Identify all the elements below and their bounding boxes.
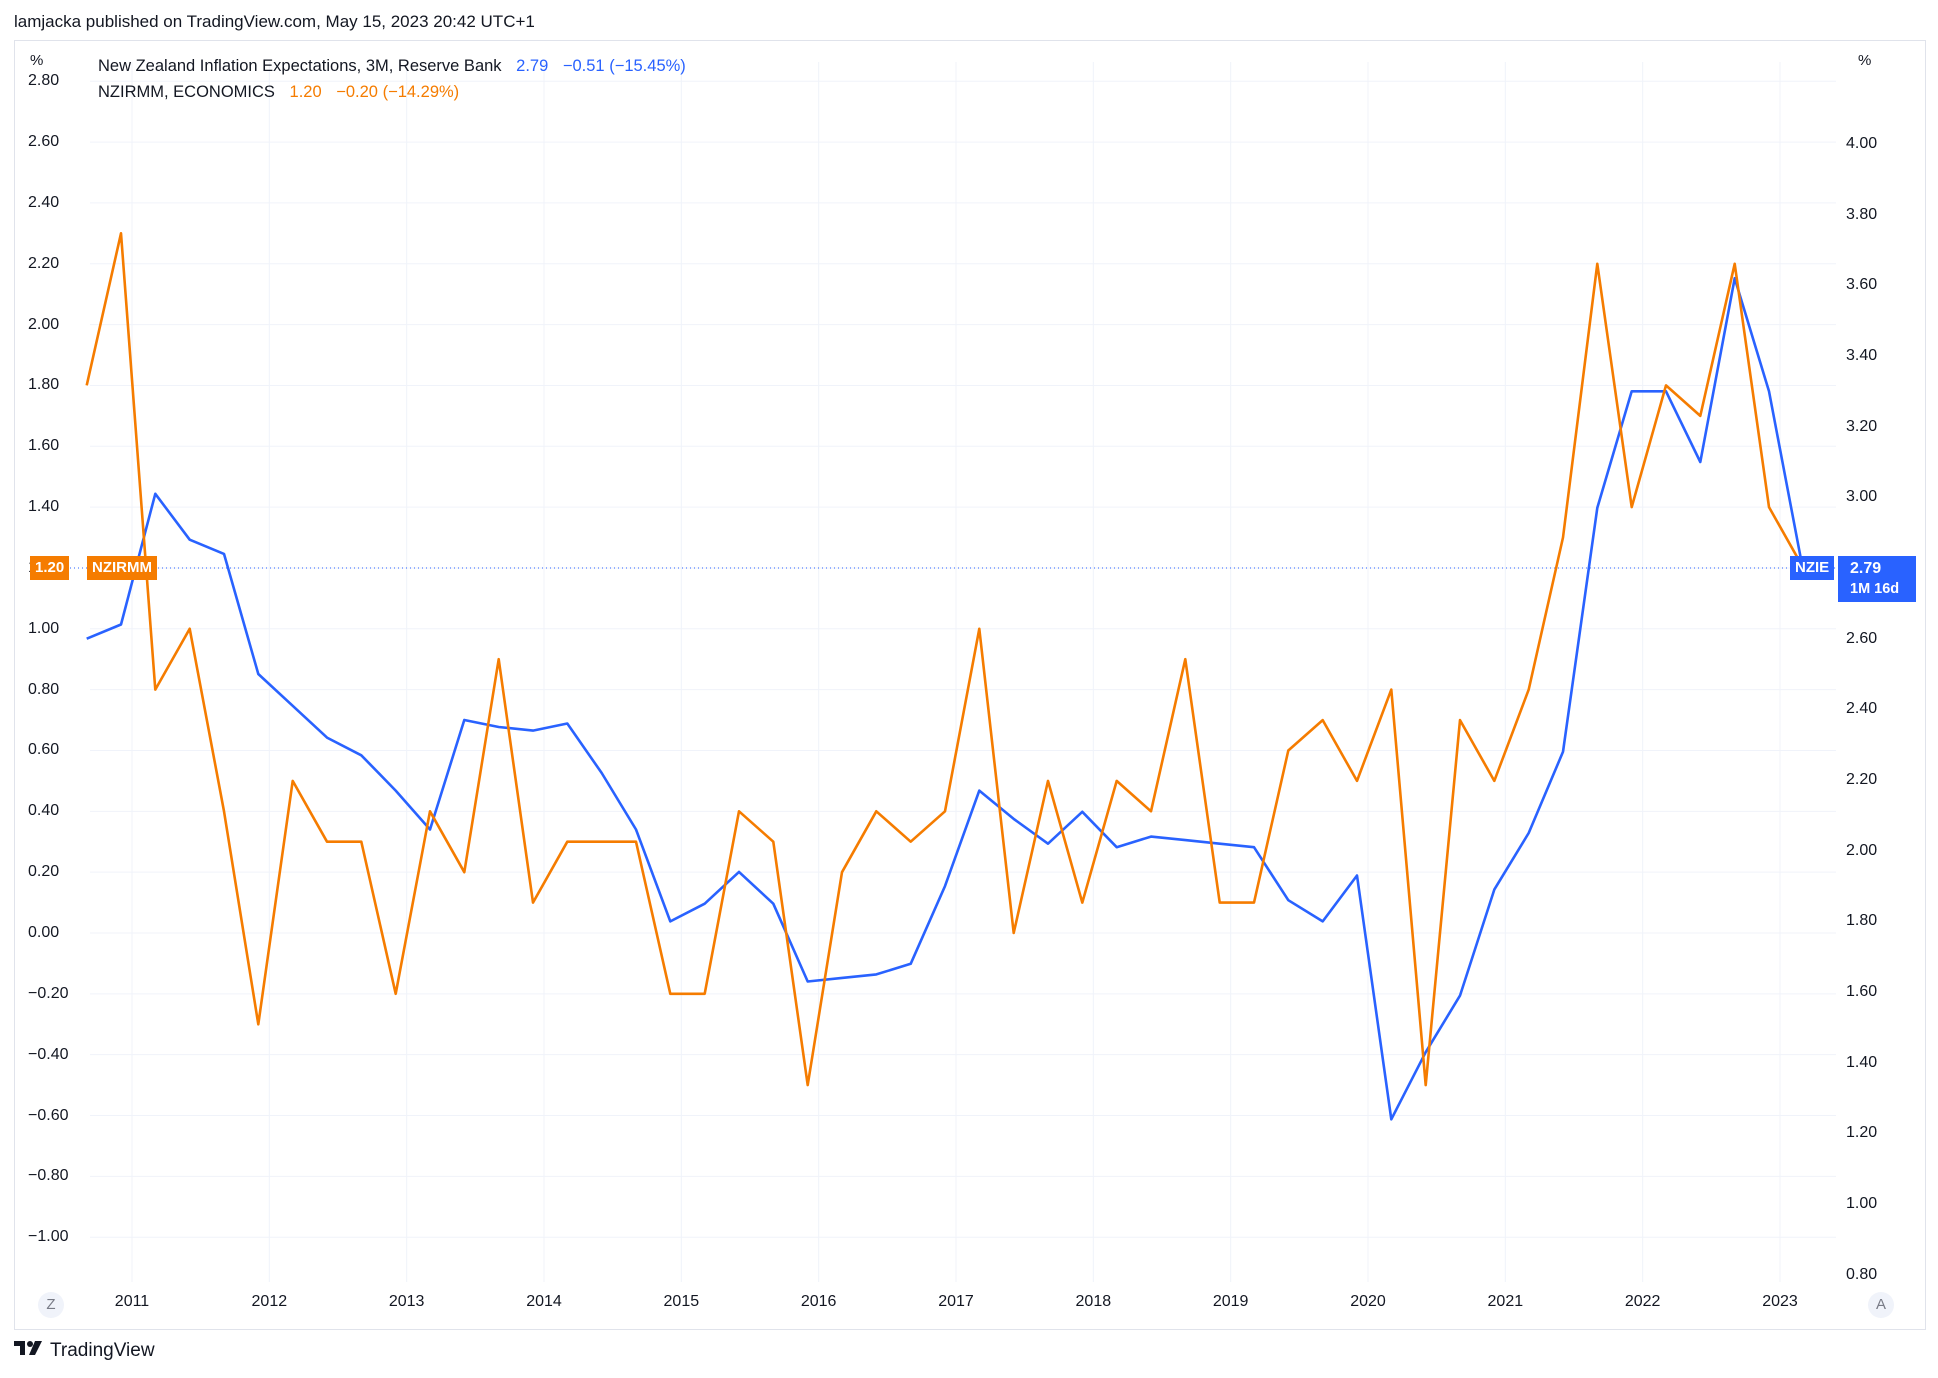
legend-change-nzie: −0.51 [562,57,605,75]
right-axis-value-badge: 2.79 1M 16d [1838,556,1916,602]
right-axis-tick-label: 3.00 [1846,488,1878,506]
legend-row-nzie[interactable]: New Zealand Inflation Expectations, 3M, … [98,53,686,79]
nzie-symbol-badge: NZIE [1790,556,1835,580]
tradingview-brand: TradingView [50,1340,155,1361]
bar-countdown: 1M 16d [1850,581,1900,597]
footer: TradingView [14,1340,155,1362]
legend-change-nzirmm: −0.20 [336,83,378,101]
left-axis-tick-label: 1.40 [28,498,60,516]
right-axis-tick-label: 3.60 [1846,276,1878,294]
left-axis-tick-label: 2.20 [28,254,60,272]
auto-scale-toggle-button[interactable]: A [1868,1292,1894,1318]
left-axis-tick-label: 1.00 [28,619,60,637]
time-axis-tick-label: 2020 [1350,1293,1386,1310]
time-axis-tick-label: 2021 [1487,1293,1524,1310]
left-axis-tick-label: 0.00 [28,924,60,941]
time-axis-tick-label: 2019 [1212,1293,1249,1310]
tradingview-logo-icon [14,1340,44,1362]
left-axis-tick-label: −0.60 [28,1106,69,1124]
left-axis-tick-label: 0.20 [28,863,60,881]
legend-pct-nzie: (−15.45%) [609,57,686,75]
left-axis-tick-label: −0.80 [28,1167,69,1185]
legend-value-nzirmm: 1.20 [289,83,322,101]
legend-pct-nzirmm: (−14.29%) [382,83,460,101]
right-axis-tick-label: 1.40 [1846,1053,1878,1071]
left-axis-value-badge: 1.20 [30,556,70,580]
log-scale-toggle-button[interactable]: Z [38,1292,64,1318]
left-axis-tick-label: −1.00 [28,1228,69,1246]
published-caption: lamjacka published on TradingView.com, M… [14,12,535,31]
right-axis-value: 2.79 [1850,560,1882,577]
left-axis-tick-label: 2.60 [28,133,60,151]
left-axis-unit: % [30,52,44,69]
right-axis-tick-label: 3.40 [1846,346,1878,364]
left-axis-tick-label: −0.20 [28,984,69,1002]
left-axis-tick-label: 0.60 [28,741,60,759]
grid-lines [30,62,1836,1282]
chart-frame [14,40,1926,1330]
right-axis-tick-label: 1.20 [1846,1124,1878,1142]
nzirmm-symbol-badge: NZIRMM [87,556,157,580]
right-axis-tick-label: 1.00 [1846,1195,1878,1213]
left-axis-tick-label: 0.80 [28,680,60,698]
time-axis-tick-label: 2013 [388,1293,425,1310]
left-axis-tick-label: 2.80 [28,72,60,90]
right-axis-tick-label: 1.60 [1846,983,1878,1001]
time-axis-tick-label: 2014 [526,1293,562,1310]
left-axis-tick-label: 0.40 [28,802,60,820]
legend-name-nzie: New Zealand Inflation Expectations, 3M, … [98,57,502,75]
time-axis-tick-label: 2018 [1075,1293,1112,1310]
left-axis-tick-label: 1.80 [28,376,60,394]
right-axis-tick-label: 3.20 [1846,417,1878,435]
legend-value-nzie: 2.79 [516,57,549,75]
right-axis-unit: % [1858,52,1872,69]
time-axis-tick-label: 2023 [1762,1293,1798,1310]
chart-legend: New Zealand Inflation Expectations, 3M, … [98,53,686,105]
left-axis-tick-label: −0.40 [28,1045,69,1063]
legend-name-nzirmm: NZIRMM, ECONOMICS [98,83,275,101]
legend-row-nzirmm[interactable]: NZIRMM, ECONOMICS 1.20 −0.20 (−14.29%) [98,79,686,105]
time-axis-tick-label: 2012 [251,1293,288,1310]
series-line-nzie[interactable] [86,276,1805,1121]
right-axis-tick-label: 2.40 [1846,700,1878,718]
right-axis-tick-label: 3.80 [1846,205,1878,223]
time-axis-tick-label: 2015 [663,1293,700,1310]
right-axis-tick-label: 0.80 [1846,1265,1878,1283]
right-axis-tick-label: 2.60 [1846,629,1878,647]
time-axis-tick-label: 2016 [800,1293,837,1310]
series-lines [85,232,1805,1121]
right-axis-tick-label: 1.80 [1846,912,1878,930]
time-axis-tick-label: 2011 [114,1293,150,1310]
time-axis-tick-label: 2022 [1624,1293,1661,1310]
left-axis-tick-label: 2.40 [28,193,60,211]
series-line-nzirmm[interactable] [85,232,1805,1087]
right-axis-tick-label: 4.00 [1846,134,1878,152]
right-axis-tick-label: 2.20 [1846,771,1878,789]
time-axis-tick-label: 2017 [938,1293,974,1310]
left-axis-tick-label: 2.00 [28,315,60,333]
left-axis-tick-label: 1.60 [28,437,60,455]
right-axis-tick-label: 2.00 [1846,841,1878,859]
